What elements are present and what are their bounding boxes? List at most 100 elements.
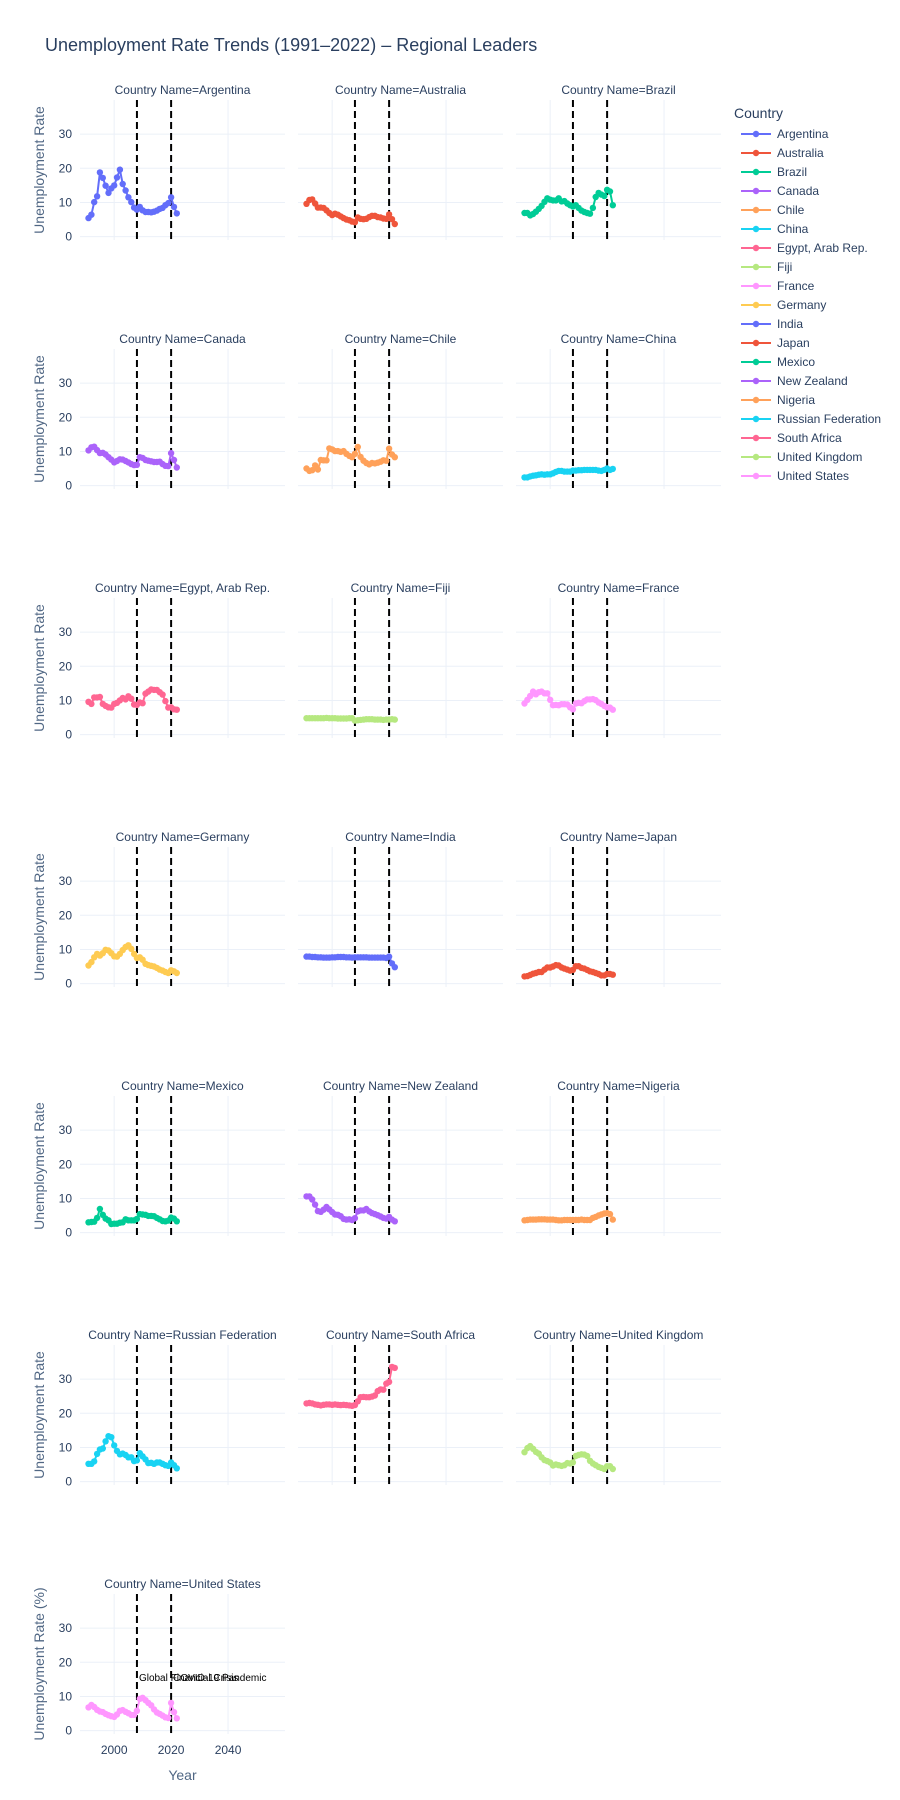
data-point[interactable] [133, 1457, 141, 1464]
data-point[interactable] [391, 716, 398, 723]
data-point[interactable] [133, 461, 141, 468]
data-point[interactable] [584, 1452, 591, 1460]
data-point[interactable] [391, 1218, 398, 1225]
data-point[interactable] [609, 1465, 616, 1473]
legend[interactable]: Country Argentina Australia Brazil Canada Ch… [734, 105, 881, 483]
data-point[interactable] [391, 1364, 398, 1372]
data-point[interactable] [88, 211, 95, 218]
data-point[interactable] [569, 1459, 577, 1466]
legend-item[interactable]: Mexico [741, 355, 815, 369]
data-point[interactable] [122, 187, 129, 194]
legend-item[interactable]: Canada [741, 184, 819, 198]
data-point[interactable] [173, 1218, 180, 1225]
data-point[interactable] [173, 1715, 180, 1722]
data-point[interactable] [609, 971, 616, 978]
data-point[interactable] [167, 194, 175, 201]
legend-item[interactable]: Nigeria [741, 393, 815, 407]
data-point[interactable] [93, 193, 101, 200]
data-point[interactable] [589, 204, 597, 212]
data-point[interactable] [96, 169, 104, 176]
data-point[interactable] [133, 1215, 141, 1223]
data-point[interactable] [173, 706, 180, 713]
data-point[interactable] [170, 203, 178, 211]
data-point[interactable] [314, 466, 322, 473]
data-point[interactable] [354, 443, 361, 451]
data-point[interactable] [91, 198, 98, 206]
legend-item[interactable]: France [741, 279, 815, 293]
legend-item[interactable]: Argentina [741, 127, 829, 141]
data-point[interactable] [547, 696, 554, 703]
legend-item[interactable]: China [741, 222, 809, 236]
data-point[interactable] [173, 969, 180, 977]
data-point[interactable] [170, 456, 178, 464]
data-point[interactable] [609, 202, 616, 209]
data-point[interactable] [569, 706, 577, 713]
data-point[interactable] [99, 174, 107, 182]
data-point[interactable] [125, 194, 132, 201]
data-point[interactable] [165, 199, 172, 207]
data-point[interactable] [113, 174, 121, 181]
data-point[interactable] [385, 1378, 393, 1386]
data-point[interactable] [609, 706, 616, 713]
data-point[interactable] [128, 198, 135, 206]
data-point[interactable] [351, 1215, 359, 1222]
data-point[interactable] [102, 182, 109, 189]
legend-item[interactable]: Chile [741, 203, 805, 217]
data-point[interactable] [380, 1386, 387, 1393]
legend-item[interactable]: Russian Federation [741, 412, 881, 426]
data-point[interactable] [173, 1465, 180, 1472]
data-point[interactable] [108, 1434, 115, 1441]
data-point[interactable] [133, 1707, 141, 1715]
data-point[interactable] [96, 693, 104, 701]
legend-item[interactable]: Brazil [741, 165, 807, 179]
data-point[interactable] [167, 1699, 175, 1707]
data-point[interactable] [119, 180, 126, 188]
data-point[interactable] [383, 457, 390, 464]
data-point[interactable] [586, 210, 594, 217]
data-point[interactable] [173, 210, 180, 217]
data-point[interactable] [385, 211, 393, 218]
data-point[interactable] [351, 219, 359, 226]
legend-item[interactable]: Japan [741, 336, 810, 350]
data-point[interactable] [323, 457, 330, 464]
data-point[interactable] [91, 1458, 98, 1465]
data-point[interactable] [93, 1214, 101, 1222]
legend-item[interactable]: New Zealand [741, 374, 848, 388]
data-point[interactable] [385, 445, 393, 452]
data-point[interactable] [88, 958, 95, 966]
data-point[interactable] [102, 1438, 109, 1445]
data-point[interactable] [606, 1210, 614, 1218]
data-point[interactable] [88, 700, 95, 708]
data-point[interactable] [165, 462, 172, 470]
data-point[interactable] [111, 1442, 118, 1449]
data-point[interactable] [128, 945, 135, 952]
data-point[interactable] [128, 695, 135, 702]
legend-item[interactable]: Egypt, Arab Rep. [741, 241, 868, 255]
data-point[interactable] [309, 467, 316, 474]
data-point[interactable] [162, 697, 169, 705]
data-point[interactable] [385, 953, 393, 960]
legend-item[interactable]: India [741, 317, 803, 331]
data-point[interactable] [139, 700, 146, 707]
data-point[interactable] [391, 964, 398, 971]
legend-item[interactable]: United Kingdom [741, 450, 862, 464]
data-point[interactable] [309, 1196, 316, 1203]
data-point[interactable] [111, 182, 118, 189]
data-point[interactable] [601, 192, 608, 200]
legend-item[interactable]: Fiji [741, 260, 792, 274]
legend-item[interactable]: Germany [741, 298, 826, 312]
legend-items[interactable]: Argentina Australia Brazil Canada Chile China… [741, 127, 881, 483]
data-point[interactable] [170, 1708, 178, 1716]
data-point[interactable] [606, 188, 614, 195]
data-point[interactable] [609, 1216, 616, 1223]
data-point[interactable] [544, 690, 551, 697]
legend-item[interactable]: South Africa [741, 431, 842, 445]
data-point[interactable] [99, 1445, 107, 1452]
data-point[interactable] [116, 166, 124, 173]
data-point[interactable] [391, 454, 398, 461]
data-point[interactable] [165, 1714, 172, 1722]
data-point[interactable] [96, 1205, 104, 1213]
data-point[interactable] [173, 464, 180, 471]
data-point[interactable] [167, 449, 175, 457]
data-point[interactable] [351, 450, 359, 457]
